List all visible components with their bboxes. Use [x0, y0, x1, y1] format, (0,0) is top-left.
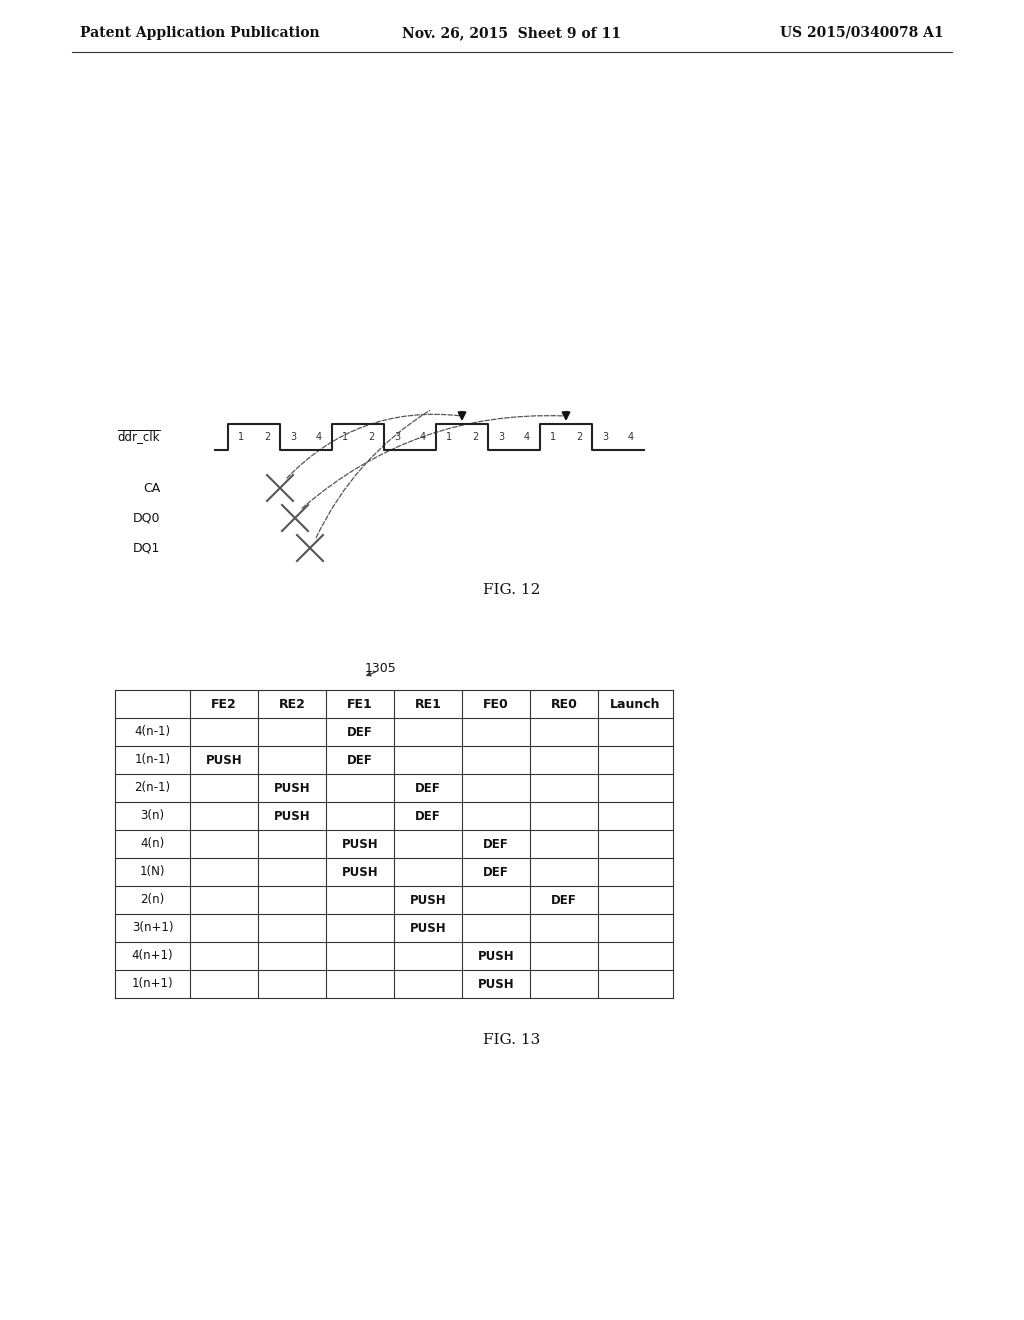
- Text: ddr_clk: ddr_clk: [118, 430, 160, 444]
- Text: FE2: FE2: [211, 697, 237, 710]
- Text: DEF: DEF: [347, 726, 373, 738]
- Text: US 2015/0340078 A1: US 2015/0340078 A1: [780, 26, 944, 40]
- Text: Patent Application Publication: Patent Application Publication: [80, 26, 319, 40]
- Text: 1(n-1): 1(n-1): [134, 754, 171, 767]
- Text: 2(n-1): 2(n-1): [134, 781, 171, 795]
- Text: 1: 1: [238, 432, 244, 442]
- Text: 1305: 1305: [365, 661, 396, 675]
- Text: 2: 2: [264, 432, 270, 442]
- Text: 2(n): 2(n): [140, 894, 165, 907]
- Text: DQ0: DQ0: [132, 511, 160, 524]
- Text: RE0: RE0: [551, 697, 578, 710]
- Text: DEF: DEF: [347, 754, 373, 767]
- Text: 1(N): 1(N): [139, 866, 165, 879]
- FancyArrowPatch shape: [302, 416, 563, 508]
- Text: 3: 3: [602, 432, 608, 442]
- Text: 3(n+1): 3(n+1): [132, 921, 173, 935]
- Text: 3(n): 3(n): [140, 809, 165, 822]
- Text: RE2: RE2: [279, 697, 305, 710]
- Text: 2: 2: [575, 432, 582, 442]
- Text: Nov. 26, 2015  Sheet 9 of 11: Nov. 26, 2015 Sheet 9 of 11: [402, 26, 622, 40]
- Text: 4: 4: [316, 432, 323, 442]
- Text: 1: 1: [342, 432, 348, 442]
- Text: PUSH: PUSH: [410, 894, 446, 907]
- Text: FE1: FE1: [347, 697, 373, 710]
- Text: PUSH: PUSH: [273, 781, 310, 795]
- Text: RE1: RE1: [415, 697, 441, 710]
- Text: 4: 4: [524, 432, 530, 442]
- Text: PUSH: PUSH: [342, 837, 378, 850]
- Text: 4(n-1): 4(n-1): [134, 726, 171, 738]
- Text: PUSH: PUSH: [477, 978, 514, 990]
- Text: 1: 1: [550, 432, 556, 442]
- Text: 4: 4: [628, 432, 634, 442]
- Text: 3: 3: [290, 432, 296, 442]
- Text: DQ1: DQ1: [133, 541, 160, 554]
- Text: FIG. 12: FIG. 12: [483, 583, 541, 597]
- FancyArrowPatch shape: [316, 411, 430, 537]
- Text: Launch: Launch: [610, 697, 660, 710]
- Text: DEF: DEF: [415, 781, 441, 795]
- Text: DEF: DEF: [483, 866, 509, 879]
- Text: PUSH: PUSH: [273, 809, 310, 822]
- Text: PUSH: PUSH: [342, 866, 378, 879]
- Text: CA: CA: [142, 482, 160, 495]
- Text: DEF: DEF: [483, 837, 509, 850]
- Text: FE0: FE0: [483, 697, 509, 710]
- Text: 4(n+1): 4(n+1): [132, 949, 173, 962]
- Text: PUSH: PUSH: [410, 921, 446, 935]
- Text: DEF: DEF: [551, 894, 577, 907]
- Text: 4(n): 4(n): [140, 837, 165, 850]
- Text: 4: 4: [420, 432, 426, 442]
- Text: 1: 1: [445, 432, 452, 442]
- Text: FIG. 13: FIG. 13: [483, 1034, 541, 1047]
- Text: 2: 2: [472, 432, 478, 442]
- Text: PUSH: PUSH: [477, 949, 514, 962]
- Text: 1(n+1): 1(n+1): [132, 978, 173, 990]
- Text: 3: 3: [498, 432, 504, 442]
- Text: 2: 2: [368, 432, 374, 442]
- Text: DEF: DEF: [415, 809, 441, 822]
- Text: 3: 3: [394, 432, 400, 442]
- FancyArrowPatch shape: [287, 414, 459, 478]
- Text: PUSH: PUSH: [206, 754, 243, 767]
